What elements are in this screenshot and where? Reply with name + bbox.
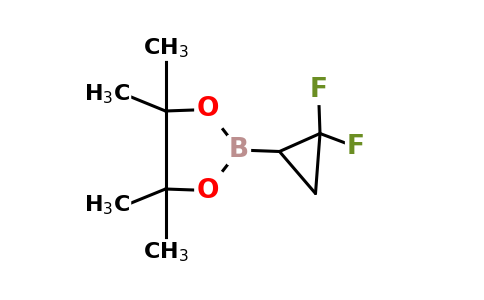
Text: F: F xyxy=(347,134,365,160)
Text: H$_3$C: H$_3$C xyxy=(84,83,130,106)
Text: CH$_3$: CH$_3$ xyxy=(143,240,188,264)
Text: F: F xyxy=(309,77,328,103)
Text: O: O xyxy=(196,97,219,122)
Text: B: B xyxy=(229,137,249,163)
Text: H$_3$C: H$_3$C xyxy=(84,194,130,217)
Text: O: O xyxy=(196,178,219,203)
Text: CH$_3$: CH$_3$ xyxy=(143,36,188,60)
